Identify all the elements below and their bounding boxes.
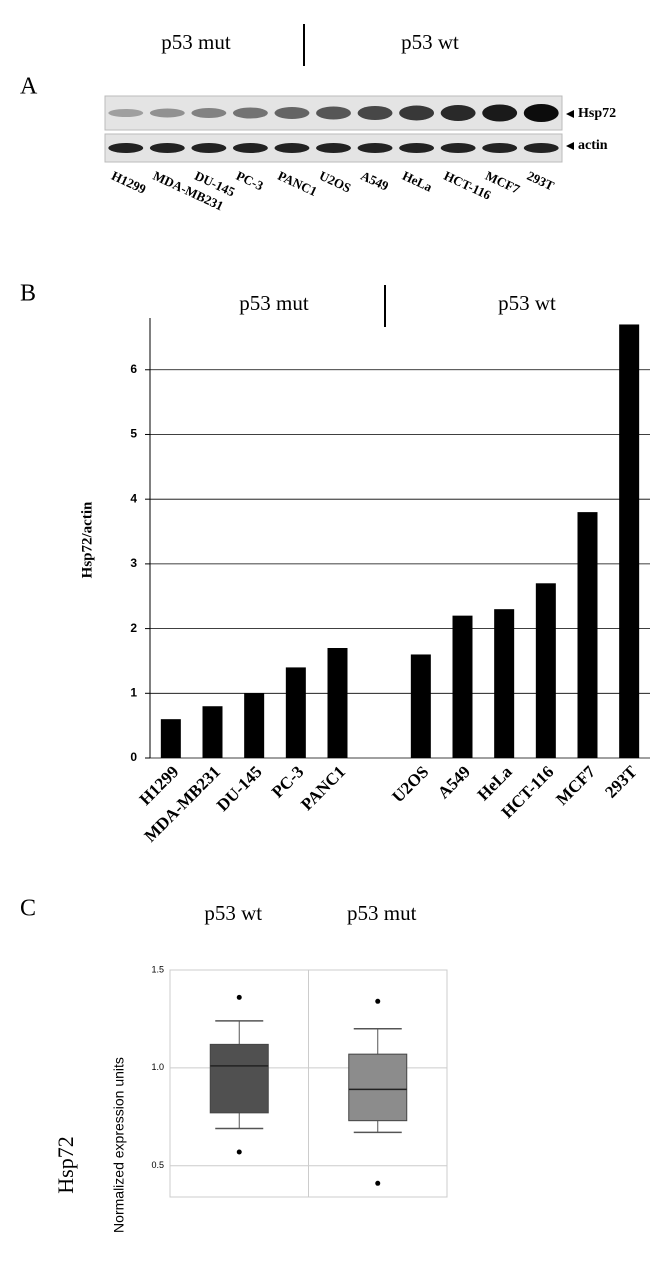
band-label: Hsp72 [578,106,616,121]
bar [161,719,181,758]
group-label: p53 wt [498,291,556,315]
y-tick-label: 1.5 [151,964,164,974]
outlier [237,1149,242,1154]
group-label: p53 mut [161,30,231,54]
band [399,106,434,121]
x-tick-label: MCF7 [552,762,599,809]
band [150,109,185,118]
bar [328,648,348,758]
lane-label: PC-3 [234,168,266,194]
y-tick-label: 0.5 [151,1160,164,1170]
y-tick-label: 0 [130,750,137,764]
y-tick-label: 4 [130,491,137,505]
band [524,143,559,153]
y-tick-label: 3 [130,556,137,570]
x-tick-label: A549 [434,762,474,802]
figure: A p53 mut p53 wt Hsp72 actin H1299MDA-MB… [0,0,651,1280]
y-axis-label: Normalized expression units [111,1057,127,1233]
bar [411,654,431,758]
bar [203,706,223,758]
band [191,143,226,153]
y-axis-label: Hsp72/actin [79,501,95,578]
bar [578,512,598,758]
lane-label: PANC1 [275,168,319,199]
lane-label: U2OS [317,168,353,196]
outlier [375,1181,380,1186]
band [482,143,517,153]
panel-label: C [20,896,36,922]
category-label: p53 mut [347,901,417,925]
outlier [375,999,380,1004]
x-tick-label: DU-145 [213,762,266,815]
bar [619,324,639,758]
lane-label: HeLa [400,168,435,195]
group-label: p53 mut [239,291,309,315]
panel-label: A [20,74,38,100]
x-tick-label: 293T [601,762,641,802]
band [150,143,185,153]
bar [244,693,264,758]
band [316,107,351,120]
lane-label: 293T [525,168,557,194]
band [275,143,310,153]
band [399,143,434,153]
box [349,1054,407,1121]
bar [286,667,306,758]
band [358,143,393,153]
band [358,106,393,120]
bar [536,583,556,758]
x-tick-label: PANC1 [297,762,349,814]
x-tick-label: U2OS [388,762,432,806]
bar [494,609,514,758]
arrow [566,110,574,150]
bar [453,616,473,758]
band [316,143,351,153]
band [275,107,310,119]
y-tick-label: 1.0 [151,1062,164,1072]
band [233,108,268,119]
y-tick-label: 1 [130,685,137,699]
panel-label: B [20,281,36,307]
band [108,109,143,117]
band [524,104,559,122]
band [441,143,476,153]
band [233,143,268,153]
band [108,143,143,153]
lane-label: H1299 [109,168,149,197]
y-tick-label: 6 [130,362,137,376]
box [210,1044,268,1112]
category-label: p53 wt [204,901,262,925]
band [191,108,226,118]
band-label: actin [578,138,608,153]
band [441,105,476,121]
y-tick-label: 5 [130,427,137,441]
y-tick-label: 2 [130,621,137,635]
lane-label: A549 [359,168,392,194]
outlier [237,995,242,1000]
group-label: p53 wt [401,30,459,54]
side-label: Hsp72 [53,1136,78,1193]
band [482,105,517,122]
